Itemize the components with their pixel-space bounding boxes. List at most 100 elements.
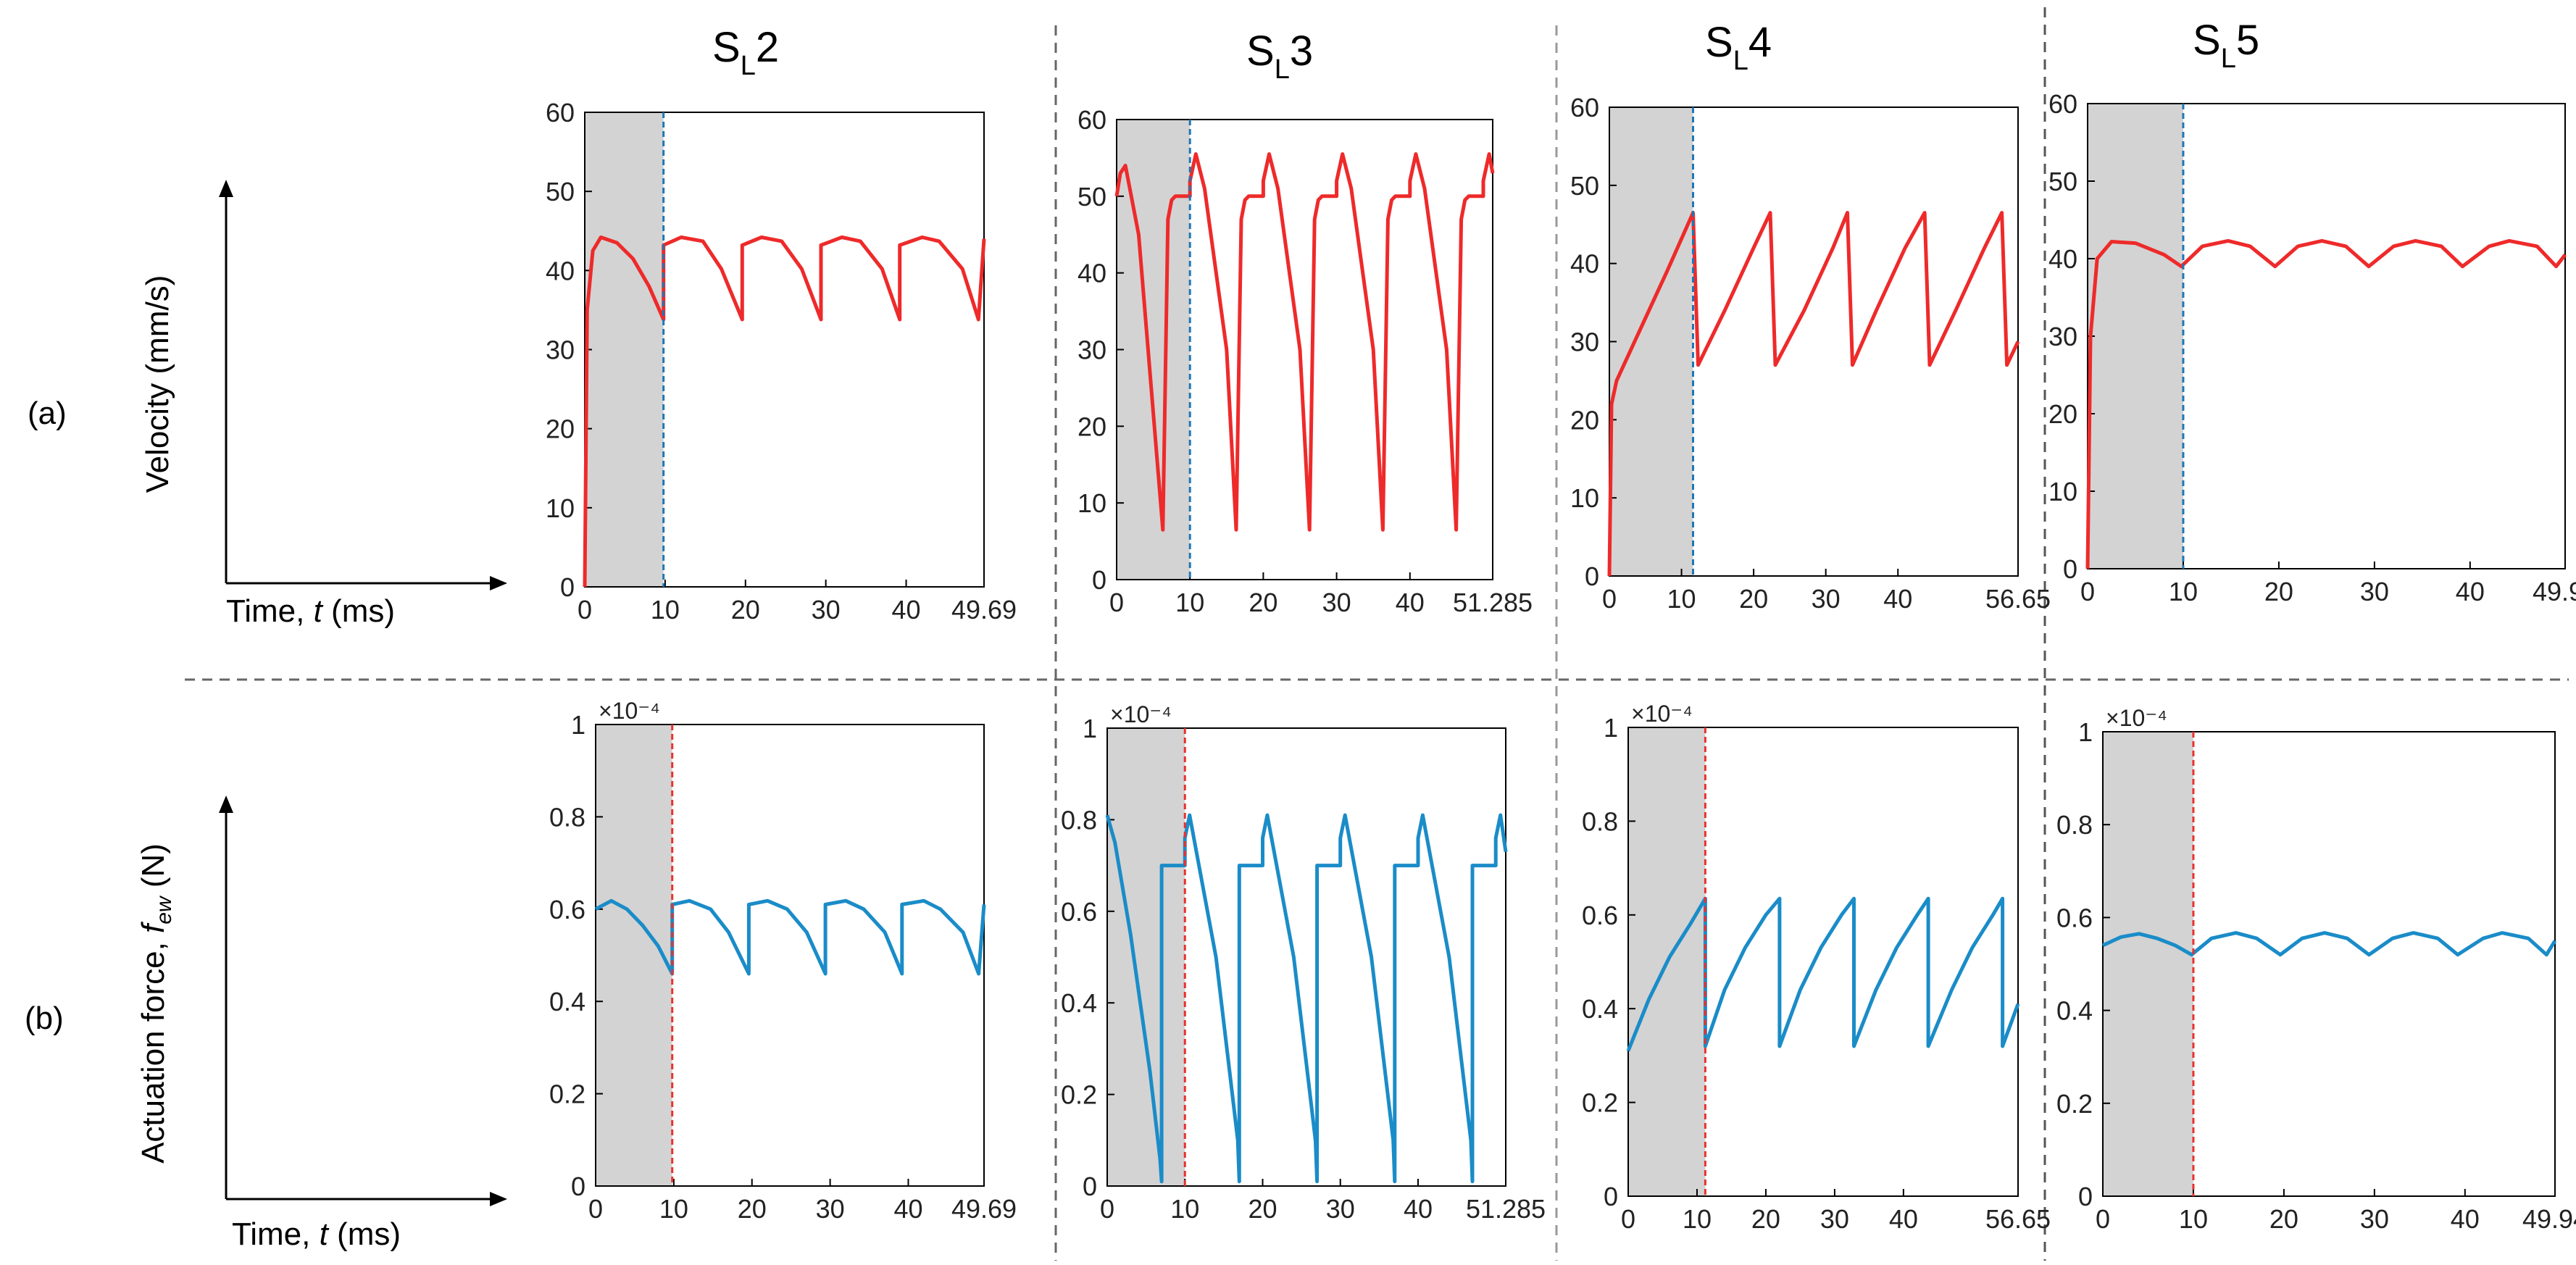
x-tick-label: 51.285 [1466,1194,1546,1224]
x-tick-label: 49.69 [951,595,1017,625]
y-tick-label: 0 [560,572,575,602]
chart-panel-velocity-sl2: 0 10 20 30 40 50 60 0 10 20 30 40 49.69 [546,98,1017,625]
y-tick-label: 0.6 [2056,903,2093,932]
x-tick-label: 0 [1100,1194,1114,1224]
y-tick-label: 0 [1585,561,1599,591]
x-tick-label: 40 [2451,1204,2480,1234]
y-tick-label: 40 [1077,259,1106,288]
exponent-label: ×10⁻⁴ [2106,705,2167,731]
force-series-line [594,898,986,976]
row-label-b: (b) [25,1001,64,1036]
x-tick-label: 49.69 [951,1194,1017,1224]
x-tick-label: 30 [812,595,841,625]
y-tick-label: 50 [1570,171,1599,201]
x-tick-label: 0 [2096,1204,2110,1234]
exponent-label: ×10⁻⁴ [1110,701,1172,727]
x-tick-label: 10 [2169,577,2198,606]
y-tick-label: 20 [1077,412,1106,441]
y-tick-label: 50 [2048,167,2077,196]
x-tick-label: 20 [1751,1204,1780,1234]
velocity-series-line [1114,152,1495,532]
plot-frame [595,724,985,1187]
x-tick-label: 0 [1602,584,1617,614]
row-label-a: (a) [28,396,67,431]
x-tick-label: 56.65 [1985,1204,2051,1234]
column-title-sl4: SL4 [1705,19,1772,76]
schematic-y-arrow [219,180,233,197]
y-tick-label: 0 [2078,1182,2093,1211]
shaded-transient-region [1117,120,1191,580]
y-tick-label: 0 [1092,565,1106,595]
y-tick-label: 0 [571,1172,585,1201]
x-tick-label: 20 [738,1194,767,1224]
chart-panel-velocity-sl5: 0 10 20 30 40 50 60 0 10 20 30 40 49.94 [2048,89,2576,606]
y-tick-label: 50 [1077,182,1106,212]
shaded-transient-region [1107,728,1185,1186]
x-tick-label: 10 [1175,588,1204,617]
x-tick-label: 30 [1820,1204,1849,1234]
y-tick-label: 0.4 [549,987,585,1016]
shaded-transient-region [596,725,672,1186]
y-tick-label: 40 [546,256,575,285]
y-tick-label: 30 [1077,335,1106,365]
chart-panel-velocity-sl4: 0 10 20 30 40 50 60 0 10 20 30 40 56.65 [1570,93,2051,614]
y-tick-label: 0 [1604,1182,1618,1211]
plot-frame [1106,727,1506,1187]
velocity-series-line [1607,211,2020,577]
y-tick-label: 10 [546,493,575,523]
plot-frame [1627,727,2019,1197]
schematic-x-arrow [490,576,507,590]
x-tick-label: 10 [651,595,680,625]
x-tick-label: 40 [1883,584,1912,614]
y-tick-label: 40 [1570,249,1599,279]
y-tick-label: 20 [546,414,575,444]
x-tick-label: 10 [1170,1194,1199,1224]
x-tick-label: 40 [1889,1204,1918,1234]
schematic-x-arrow [490,1192,507,1206]
y-tick-label: 0.2 [549,1080,585,1109]
x-tick-label: 40 [2456,577,2485,606]
x-tick-label: 20 [1739,584,1768,614]
schematic-y-label: Actuation force, few (N) [136,843,176,1164]
x-tick-label: 0 [588,1194,603,1224]
x-tick-label: 0 [1621,1204,1635,1234]
y-tick-label: 0.2 [1582,1088,1618,1118]
chart-panel-force-sl3: 00.20.40.60.810 10 20 30 40 51.285×10⁻⁴ [1061,701,1546,1224]
y-tick-label: 0.6 [1582,901,1618,930]
y-tick-label: 0.4 [1582,994,1618,1024]
x-tick-label: 20 [731,595,760,625]
plot-frame [2102,731,2556,1197]
y-tick-label: 10 [2048,477,2077,506]
x-tick-label: 40 [892,595,921,625]
velocity-series-line [2085,238,2567,569]
shaded-transient-region [2103,732,2193,1196]
x-tick-label: 49.94 [2522,1204,2576,1234]
y-tick-label: 60 [546,98,575,128]
x-tick-label: 20 [2269,1204,2298,1234]
velocity-series-line [583,235,986,588]
y-tick-label: 0.2 [1061,1080,1097,1110]
schematic-x-label: Time, t (ms) [232,1216,401,1252]
y-tick-label: 30 [1570,327,1599,357]
axis-schematic-force: Actuation force, few (N) Time, t (ms) [136,796,507,1252]
y-tick-label: 60 [2048,89,2077,119]
schematic-y-arrow [219,796,233,813]
y-tick-label: 0.8 [1061,805,1097,835]
x-tick-label: 30 [1322,588,1351,617]
x-tick-label: 0 [578,595,592,625]
x-tick-label: 20 [1249,588,1277,617]
shaded-transient-region [585,112,664,587]
y-tick-label: 0 [2063,554,2077,584]
y-tick-label: 0.4 [2056,996,2093,1026]
force-series-line [1105,813,1508,1184]
x-tick-label: 10 [659,1194,688,1224]
y-tick-label: 1 [1604,713,1618,743]
x-tick-label: 0 [1109,588,1124,617]
axis-schematic-velocity: Velocity (mm/s) Time, t (ms) [140,180,507,629]
y-tick-label: 1 [1083,714,1097,743]
x-tick-label: 40 [1404,1194,1433,1224]
x-tick-label: 10 [1683,1204,1712,1234]
